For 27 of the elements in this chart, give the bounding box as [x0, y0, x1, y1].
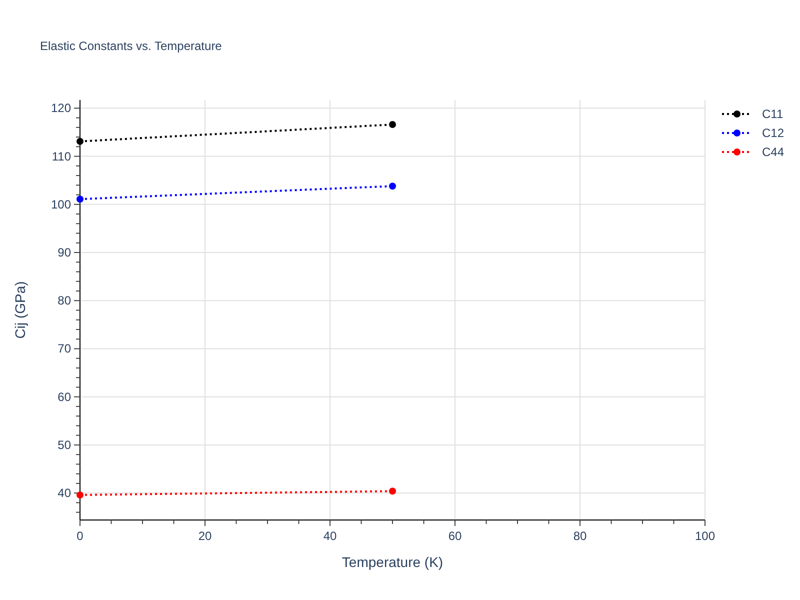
legend-label: C44 — [762, 145, 784, 159]
y-tick-label: 80 — [58, 294, 72, 308]
x-axis-title: Temperature (K) — [342, 554, 444, 570]
x-tick-label: 100 — [694, 529, 716, 543]
y-axis-title: Cij (GPa) — [12, 281, 28, 339]
y-tick-label: 70 — [58, 342, 72, 356]
x-tick-label: 60 — [448, 529, 462, 543]
x-tick-label: 20 — [198, 529, 212, 543]
y-tick-label: 110 — [52, 149, 72, 164]
y-tick-label: 90 — [58, 246, 72, 260]
point — [389, 488, 396, 495]
y-tick-label: 40 — [58, 486, 72, 500]
y-tick-label: 60 — [58, 390, 72, 404]
point — [76, 196, 84, 203]
x-tick-label: 40 — [323, 529, 337, 543]
y-tick-label: 120 — [50, 101, 72, 116]
point — [76, 491, 84, 498]
y-tick-label: 100 — [50, 197, 72, 212]
legend-label: C12 — [762, 126, 784, 140]
chart-title: Elastic Constants vs. Temperature — [40, 39, 222, 53]
point — [389, 182, 396, 190]
point — [76, 138, 84, 145]
legend-label: C11 — [762, 107, 784, 121]
x-tick-label: 0 — [76, 529, 84, 543]
point — [389, 121, 396, 128]
x-tick-label: 80 — [573, 529, 587, 543]
y-tick-label: 50 — [58, 438, 72, 452]
